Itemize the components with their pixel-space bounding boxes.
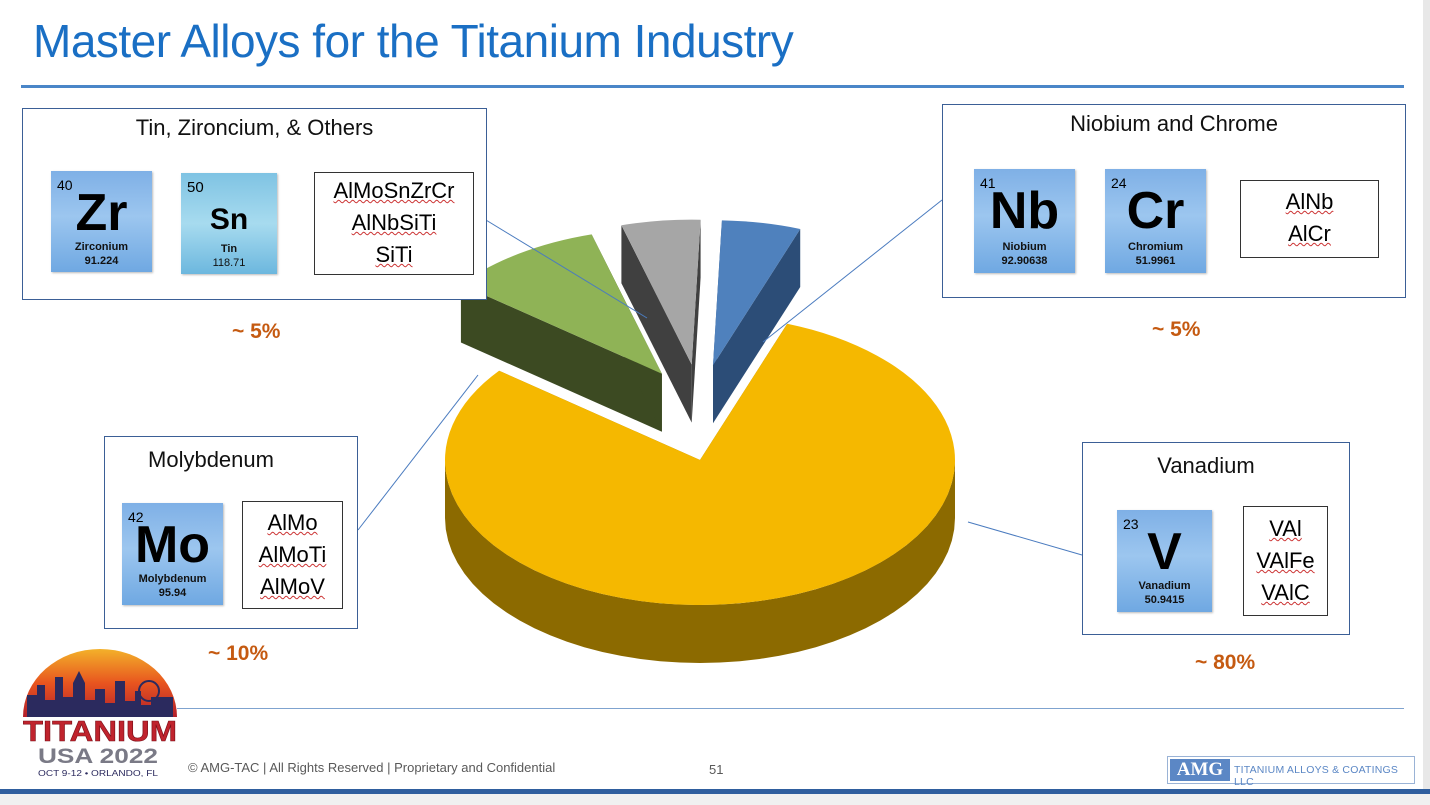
alloy-list: AlNb AlCr [1240,180,1379,258]
window-edge [1423,0,1430,805]
element-name: Molybdenum [138,573,207,585]
element-symbol: Sn [209,203,249,236]
atomic-weight: 95.94 [158,587,187,599]
element-symbol: Nb [989,182,1060,240]
pie-slice-vanadium [445,323,956,605]
amg-company-name: TITANIUM ALLOYS & COATINGS LLC [1234,764,1399,788]
percent-label-niobium: ~ 5% [1152,318,1201,341]
element-card-v: 23 V Vanadium 50.9415 [1117,510,1212,612]
page-number: 51 [709,762,724,777]
panel-vanadium: Vanadium 23 V Vanadium 50.9415 VAl VAlFe… [1082,442,1350,635]
alloy-list: AlMo AlMoTi AlMoV [242,501,343,609]
title-divider [21,85,1404,88]
panel-title: Molybdenum [148,447,274,472]
atomic-number: 42 [128,509,144,525]
pie-slice-wall-vanadium [445,460,955,663]
panel-niobium-chrome: Niobium and Chrome 41 Nb Niobium 92.9063… [942,104,1406,298]
bottom-accent-bar [0,789,1430,794]
element-name: Niobium [1002,241,1047,253]
element-card-sn: 50 Sn Tin 118.71 [181,173,277,274]
percent-label-molybdenum: ~ 10% [208,642,269,665]
alloy-item: AlMoV [260,574,325,599]
alloy-item: AlNb [1285,189,1334,214]
alloy-item: VAlFe [1256,548,1315,573]
bottom-strip [0,794,1430,805]
amg-logo: AMG TITANIUM ALLOYS & COATINGS LLC [1167,756,1415,788]
leader-line-tin [457,202,648,319]
element-card-zr: 40 Zr Zirconium 91.224 [51,171,152,272]
element-symbol: Zr [75,184,128,242]
element-symbol: V [1147,523,1182,581]
atomic-number: 23 [1123,516,1139,532]
titanium-usa-logo: TITANIUM USA 2022 OCT 9-12 • ORLANDO, FL [23,649,177,778]
atomic-weight: 50.9415 [1144,594,1185,606]
percent-label-vanadium: ~ 80% [1195,651,1256,674]
panel-title: Vanadium [1157,453,1255,478]
element-card-cr: 24 Cr Chromium 51.9961 [1105,169,1206,273]
alloy-item: AlMoTi [258,542,327,567]
logo-sub: USA 2022 [38,745,158,768]
logo-tagline: OCT 9-12 • ORLANDO, FL [38,769,159,778]
element-name: Tin [220,243,238,255]
percent-label-tin: ~ 5% [232,320,281,343]
alloy-list: VAl VAlFe VAlC [1243,506,1328,616]
atomic-weight: 51.9961 [1135,255,1176,267]
alloy-item: AlMo [267,510,318,535]
element-name: Chromium [1128,241,1183,253]
leader-line-molybdenum [357,374,479,531]
pie-slice-side-tin-zironcium-others [691,219,701,423]
panel-tin-zirconium: Tin, Ziron­cium, & Others 40 Zr Zirconiu… [22,108,487,300]
atomic-number: 24 [1111,175,1127,191]
pie-slice-side-niobium-and-chrome [713,228,801,424]
pie-slice-side-tin-zironcium-others [621,225,692,423]
alloy-item: SiTi [375,242,413,267]
logo-main: TITANIUM [23,716,177,748]
pie-slice-molybdenum [460,234,662,374]
atomic-weight: 92.90638 [1001,255,1048,267]
atomic-number: 40 [57,177,73,193]
alloy-item: AlNbSiTi [351,210,437,235]
alloy-item: AlMoSnZrCr [333,178,455,203]
atomic-weight: 118.71 [212,257,246,269]
panel-title: Tin, Ziron­cium, & Others [135,115,374,140]
element-card-mo: 42 Mo Molybdenum 95.94 [122,503,223,605]
leader-line-niobium [762,199,943,343]
alloy-item: VAlC [1261,580,1310,605]
pie-slice-tin-zironcium-others [621,219,701,365]
copyright-text: © AMG-TAC | All Rights Reserved | Propri… [188,760,556,775]
footer-divider [177,708,1404,709]
atomic-number: 41 [980,175,996,191]
panel-title: Niobium and Chrome [1070,111,1278,136]
page-title: Master Alloys for the Titanium Industry [33,15,794,67]
pie-slice-niobium-and-chrome [713,220,801,366]
pie-slice-side-molybdenum [460,284,662,432]
element-name: Vanadium [1138,580,1191,592]
atomic-weight: 91.224 [84,255,119,267]
element-symbol: Cr [1126,182,1185,240]
atomic-number: 50 [187,179,204,196]
alloy-item: VAl [1269,516,1302,541]
alloy-item: AlCr [1288,221,1331,246]
leader-line-vanadium [967,521,1083,556]
amg-mark: AMG [1170,759,1230,781]
panel-molybdenum: Molybdenum 42 Mo Molybdenum 95.94 AlMo A… [104,436,358,629]
element-symbol: Mo [134,516,211,574]
alloy-list: AlMoSnZrCr AlNbSiTi SiTi [314,172,474,275]
element-name: Zirconium [74,241,129,253]
element-card-nb: 41 Nb Niobium 92.90638 [974,169,1075,273]
